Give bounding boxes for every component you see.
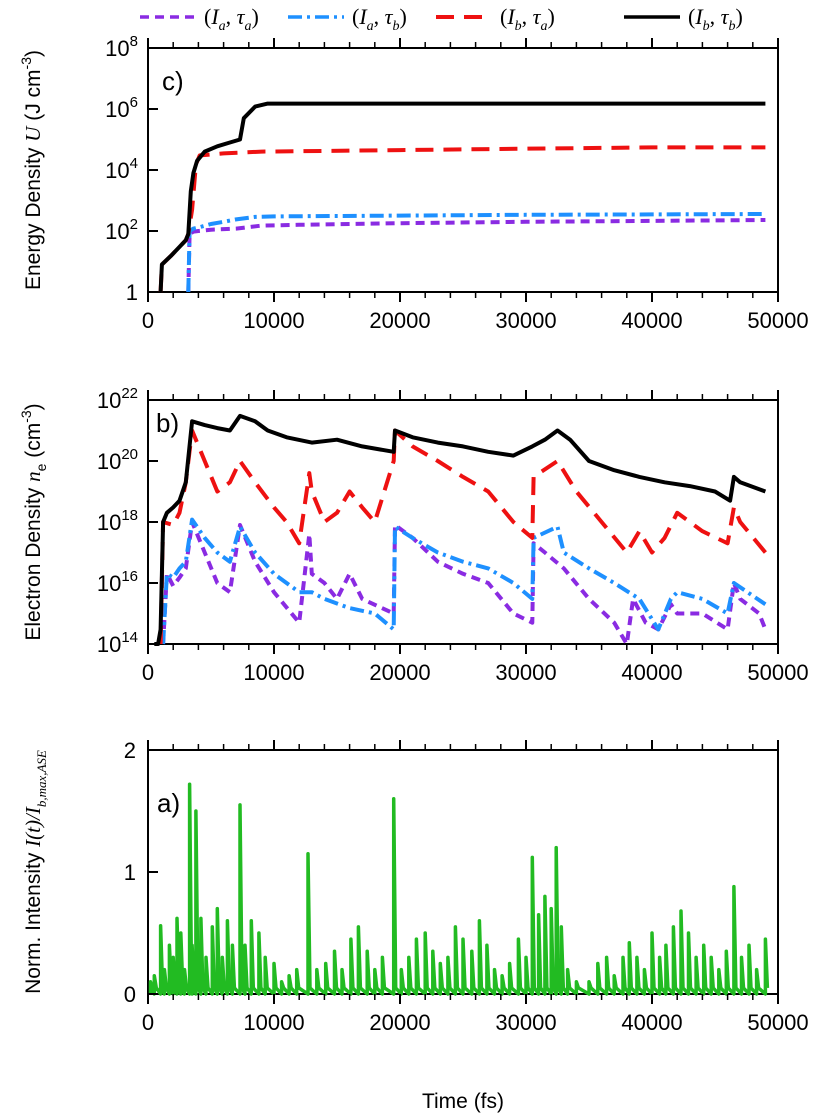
series-line-b-4 [154,413,767,646]
legend-label-ib-taub: (Ib, τb) [688,4,743,34]
panel-norm-intensity: 0 1 2 0 10000 20000 30000 40000 50000 a) Norm. … [21,738,809,1035]
y-tick-label: 108 [105,33,138,61]
legend-label-ia-taua: (Ia, τa) [204,4,259,34]
x-ticks-c: 0 10000 20000 30000 40000 50000 [142,38,809,333]
x-tick-label: 0 [142,1010,154,1035]
y-tick-label: 104 [105,155,138,183]
panel-energy-density: 1 102 104 106 108 0 10000 20000 30000 40000 50000… [18,33,809,333]
series-group-b [154,413,768,646]
x-tick-label: 30000 [495,660,556,685]
y-tick-label: 1016 [97,568,138,596]
y-tick-label: 1018 [97,507,138,535]
series-line-a-1 [148,782,770,996]
series-group-a [148,782,770,996]
y-tick-label: 106 [105,94,138,122]
panel-label-a: a) [157,788,180,818]
legend-item-ib-taua: (Ib, τa) [436,4,555,34]
y-ticks-b: 1014 1016 1018 1020 1022 [97,385,158,657]
plot-frame-c [147,47,779,293]
y-tick-label: 102 [105,216,138,244]
y-axis-title-a: Norm. Intensity I(t)/Ib,max,ASE [21,750,49,994]
legend-label-ib-taua: (Ib, τa) [500,4,555,34]
x-tick-label: 10000 [243,308,304,333]
series-line-b-3 [158,428,767,645]
legend-label-ia-taub: (Ia, τb) [352,4,407,34]
y-tick-label: 0 [124,982,136,1007]
y-tick-label: 1022 [97,385,138,413]
legend: (Ia, τa) (Ia, τb) (Ib, τa) (Ib, τb) [140,4,743,34]
series-line-c-4 [158,101,766,293]
x-tick-label: 50000 [747,660,808,685]
y-tick-label: 1 [126,280,138,305]
x-ticks-b: 0 10000 20000 30000 40000 50000 [142,390,809,685]
legend-item-ia-taua: (Ia, τa) [140,4,259,34]
y-axis-title-b: Electron Density ne (cm-3) [18,403,49,640]
x-axis-title: Time (fs) [422,1090,504,1113]
x-tick-label: 40000 [621,660,682,685]
x-tick-label: 20000 [369,660,430,685]
panel-electron-density: 1014 1016 1018 1020 1022 0 10000 20000 30000 400… [18,385,809,685]
y-ticks-a: 0 1 2 [124,738,158,1007]
x-tick-label: 10000 [243,1010,304,1035]
series-line-b-1 [161,520,768,646]
y-axis-title-c: Energy Density U (J cm-3) [18,50,45,290]
x-tick-label: 40000 [621,1010,682,1035]
plot-frame-b [147,399,779,645]
y-tick-label: 1014 [97,629,138,657]
y-tick-label: 2 [124,738,136,763]
x-tick-label: 40000 [621,308,682,333]
series-line-b-2 [161,517,767,645]
x-tick-label: 0 [142,308,154,333]
legend-item-ib-taub: (Ib, τb) [624,4,743,34]
series-line-c-1 [186,218,766,293]
y-ticks-c: 1 102 104 106 108 [105,33,158,305]
series-group-c [158,101,766,293]
panel-label-c: c) [162,66,184,96]
x-tick-label: 0 [142,660,154,685]
x-tick-label: 50000 [747,308,808,333]
x-tick-label: 30000 [495,308,556,333]
panel-label-b: b) [156,408,179,438]
x-tick-label: 20000 [369,308,430,333]
x-tick-label: 30000 [495,1010,556,1035]
y-tick-label: 1 [124,860,136,885]
legend-item-ia-taub: (Ia, τb) [288,4,407,34]
x-ticks-a: 0 10000 20000 30000 40000 50000 [142,740,809,1035]
x-tick-label: 10000 [243,660,304,685]
y-tick-label: 1020 [97,446,138,474]
series-line-c-2 [186,212,766,293]
x-tick-label: 50000 [747,1010,808,1035]
x-tick-label: 20000 [369,1010,430,1035]
